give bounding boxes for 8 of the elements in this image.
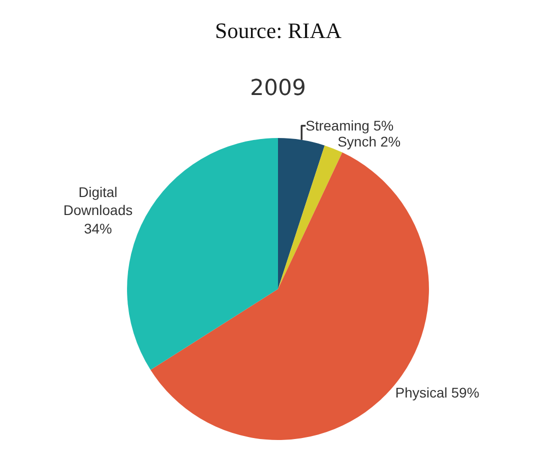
slice-label: Physical 59%: [395, 384, 480, 400]
slice-label: Digital Downloads: [63, 184, 133, 218]
data-label: 34%: [84, 220, 112, 236]
slice-label: Synch 2%: [338, 134, 401, 150]
pie-slice: [278, 138, 325, 290]
chart-title: 2009: [250, 76, 306, 101]
slice-label: Streaming 5%: [306, 118, 394, 134]
source-note: Source: RIAA: [215, 18, 342, 43]
